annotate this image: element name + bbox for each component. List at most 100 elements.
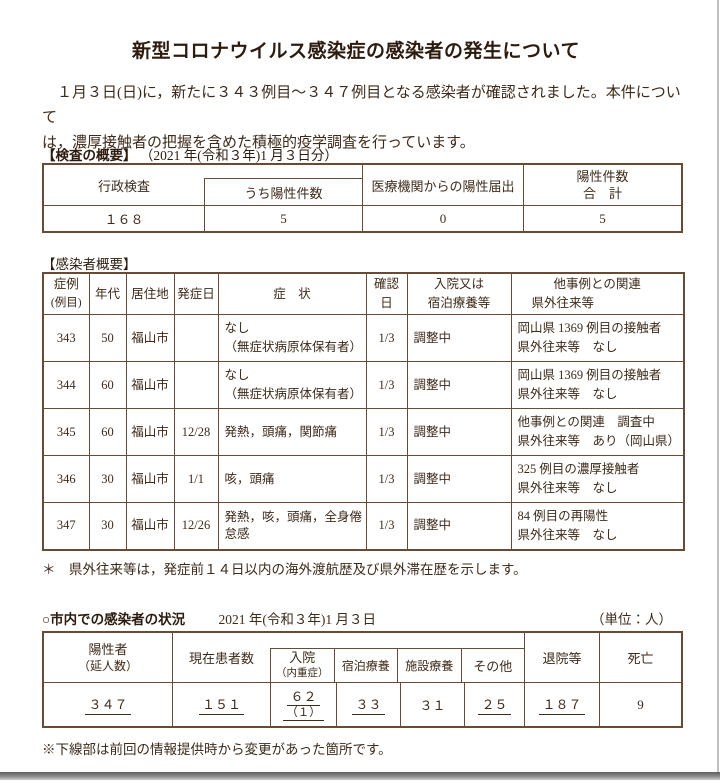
confirmed-cell: 1/3: [365, 361, 408, 409]
treatment-header: 入院又は 宿泊療養等: [406, 272, 512, 315]
positive-total-line1: 陽性件数: [576, 169, 629, 184]
onset-cell: 12/26: [173, 502, 219, 550]
treatment-cell: 調整中: [406, 314, 512, 362]
confirmed-cell: 1/3: [365, 314, 408, 362]
footer-note: ※下線部は前回の情報提供時から変更があった箇所です。: [42, 742, 392, 757]
window-right-edge: [717, 0, 719, 772]
other-header-cell: その他: [460, 649, 525, 682]
other-value-cell: ２５: [464, 683, 524, 726]
case-number-header: 症例 (例目): [42, 272, 90, 315]
age-cell: 60: [88, 408, 127, 456]
case-number-cell: 347: [42, 502, 90, 550]
treatment-cell: 調整中: [406, 361, 512, 409]
case-row: 345 60 福山市 12/28 発熱，頭痛，関節痛 1/3 調整中 他事例との…: [42, 408, 685, 456]
positive-total-header-cell: 陽性者 （延人数）: [77, 641, 138, 673]
inspection-value-row: １６８ 5 0 5: [44, 205, 681, 231]
onset-cell: 1/1: [173, 455, 219, 503]
hospitalized-header-cell: 入院 （内重症）: [270, 649, 334, 682]
symptoms-cell: 咳，頭痛: [217, 455, 367, 503]
positive-total-line2: 合 計: [582, 186, 622, 201]
case-summary-heading: 【感染者概要】: [42, 257, 137, 272]
relation-cell: 岡山県 1369 例目の接触者 県外往来等 なし: [510, 361, 685, 409]
symptoms-cell: 発熱，頭痛，関節痛: [217, 408, 367, 456]
age-header: 年代: [88, 272, 127, 315]
residence-cell: 福山市: [125, 314, 175, 362]
case-table-header-row: 症例 (例目) 年代 居住地 発症日 症 状 確認日 入院又は 宿泊療養等 他事…: [42, 272, 685, 315]
symptoms-header: 症 状: [217, 272, 367, 315]
residence-cell: 福山市: [125, 361, 175, 409]
medical-report-header-cell: 医療機関からの陽性届出: [362, 165, 523, 205]
admin-test-count-cell: １６８: [104, 212, 144, 227]
onset-date-header: 発症日: [173, 272, 219, 315]
discharged-value-cell: １８７: [524, 683, 599, 726]
city-status-date: 2021 年(令和３年)1 月３日: [218, 612, 377, 627]
residence-cell: 福山市: [125, 502, 175, 550]
relation-cell: 岡山県 1369 例目の接触者 県外往来等 なし: [510, 314, 685, 362]
treatment-cell: 調整中: [406, 455, 512, 503]
inspection-summary-table: 行政検査 うち陽性件数 医療機関からの陽性届出 陽性件数 合 計 １６８ 5 0…: [42, 163, 683, 233]
header-strip: [204, 165, 362, 179]
city-status-heading: ○市内での感染者の状況: [42, 612, 186, 627]
age-cell: 30: [88, 502, 127, 550]
positive-among-header-group: うち陽性件数: [204, 165, 362, 205]
unit-label: （単位：人）: [591, 612, 672, 627]
city-status-value-row: ３４７ １５１ ６２ （１） ３３ ３１ ２５ １８７ 9: [44, 682, 681, 726]
positive-among-header-cell: うち陽性件数: [204, 179, 362, 205]
case-number-cell: 344: [42, 361, 90, 409]
case-row: 344 60 福山市 なし （無症状病原体保有者） 1/3 調整中 岡山県 13…: [42, 361, 685, 409]
case-row: 347 30 福山市 12/26 発熱，咳，頭痛，全身倦怠感 1/3 調整中 8…: [42, 502, 685, 550]
inspection-header-row: 行政検査 うち陽性件数 医療機関からの陽性届出 陽性件数 合 計: [44, 165, 681, 205]
case-summary-table: 症例 (例目) 年代 居住地 発症日 症 状 確認日 入院又は 宿泊療養等 他事…: [42, 272, 685, 551]
facility-care-value-cell: ３１: [400, 683, 464, 726]
city-status-table: 陽性者 （延人数） 現在患者数 入院 （内重症） 宿泊療養 施設療養 その他 退…: [42, 631, 683, 728]
residence-cell: 福山市: [125, 455, 175, 503]
confirmed-cell: 1/3: [365, 408, 408, 456]
symptoms-cell: 発熱，咳，頭痛，全身倦怠感: [217, 502, 367, 550]
hotel-care-header-cell: 宿泊療養: [333, 649, 398, 682]
city-status-heading-line: ○市内での感染者の状況 2021 年(令和３年)1 月３日 （単位：人）: [42, 608, 690, 628]
age-cell: 50: [88, 314, 127, 362]
relation-cell: 325 例目の濃厚接触者 県外往来等 なし: [510, 455, 685, 503]
window-bottom-bar: [0, 772, 720, 780]
facility-care-header-cell: 施設療養: [397, 649, 461, 682]
confirmed-cell: 1/3: [365, 455, 408, 503]
admin-test-header-cell: 行政検査: [97, 178, 150, 194]
age-cell: 60: [88, 361, 127, 409]
case-number-cell: 343: [42, 314, 90, 362]
deaths-value-cell: 9: [599, 683, 681, 726]
hospitalized-value-cell: ６２ （１）: [270, 683, 336, 726]
page-title: 新型コロナウイルス感染症の感染者の発生について: [132, 41, 580, 62]
symptoms-cell: なし （無症状病原体保有者）: [217, 314, 367, 362]
inspection-heading-label: 【検査の概要】: [42, 148, 137, 163]
case-number-cell: 345: [42, 408, 90, 456]
header-strip: [270, 633, 524, 649]
positive-total-count-cell: 5: [523, 206, 681, 231]
residence-cell: 福山市: [125, 408, 175, 456]
relation-cell: 84 例目の再陽性 県外往来等 なし: [510, 502, 685, 550]
case-number-cell: 346: [42, 455, 90, 503]
case-row: 343 50 福山市 なし （無症状病原体保有者） 1/3 調整中 岡山県 13…: [42, 314, 685, 362]
discharged-header-cell: 退院等: [524, 633, 599, 682]
confirmed-date-header: 確認日: [365, 272, 408, 315]
inspection-summary-heading: 【検査の概要】 （2021 年(令和３年)1 月３日分）: [42, 144, 338, 164]
positive-among-count-cell: 5: [204, 206, 362, 231]
relation-cell: 他事例との関連 調査中 県外往来等 あり（岡山県）: [510, 408, 685, 456]
hotel-care-value-cell: ３３: [336, 683, 400, 726]
medical-report-count-cell: 0: [362, 206, 523, 231]
age-cell: 30: [88, 455, 127, 503]
positive-total-header-cell: 陽性件数 合 計: [523, 165, 681, 205]
intro-line-2: は，濃厚接触者の把握を含めた積極的疫学調査を行っています。: [42, 135, 475, 151]
note-prefecture-travel: ＊ 県外往来等は，発症前１４日以内の海外渡航歴及び県外滞在歴を示します。: [42, 562, 527, 577]
breakdown-subheader-row: 入院 （内重症） 宿泊療養 施設療養 その他: [270, 649, 524, 682]
current-patients-header-cell: 現在患者数: [172, 633, 270, 682]
inspection-heading-date: （2021 年(令和３年)1 月３日分）: [139, 148, 338, 163]
case-row: 346 30 福山市 1/1 咳，頭痛 1/3 調整中 325 例目の濃厚接触者…: [42, 455, 685, 503]
onset-cell: [173, 361, 219, 409]
city-status-header-row: 陽性者 （延人数） 現在患者数 入院 （内重症） 宿泊療養 施設療養 その他 退…: [44, 633, 681, 682]
symptoms-cell: なし （無症状病原体保有者）: [217, 361, 367, 409]
treatment-cell: 調整中: [406, 502, 512, 550]
intro-paragraph: １月３日(日)に，新たに３４３例目～３４７例目となる感染者が確認されました。本件…: [42, 81, 690, 156]
current-patients-value-cell: １５１: [172, 683, 270, 726]
treatment-cell: 調整中: [406, 408, 512, 456]
